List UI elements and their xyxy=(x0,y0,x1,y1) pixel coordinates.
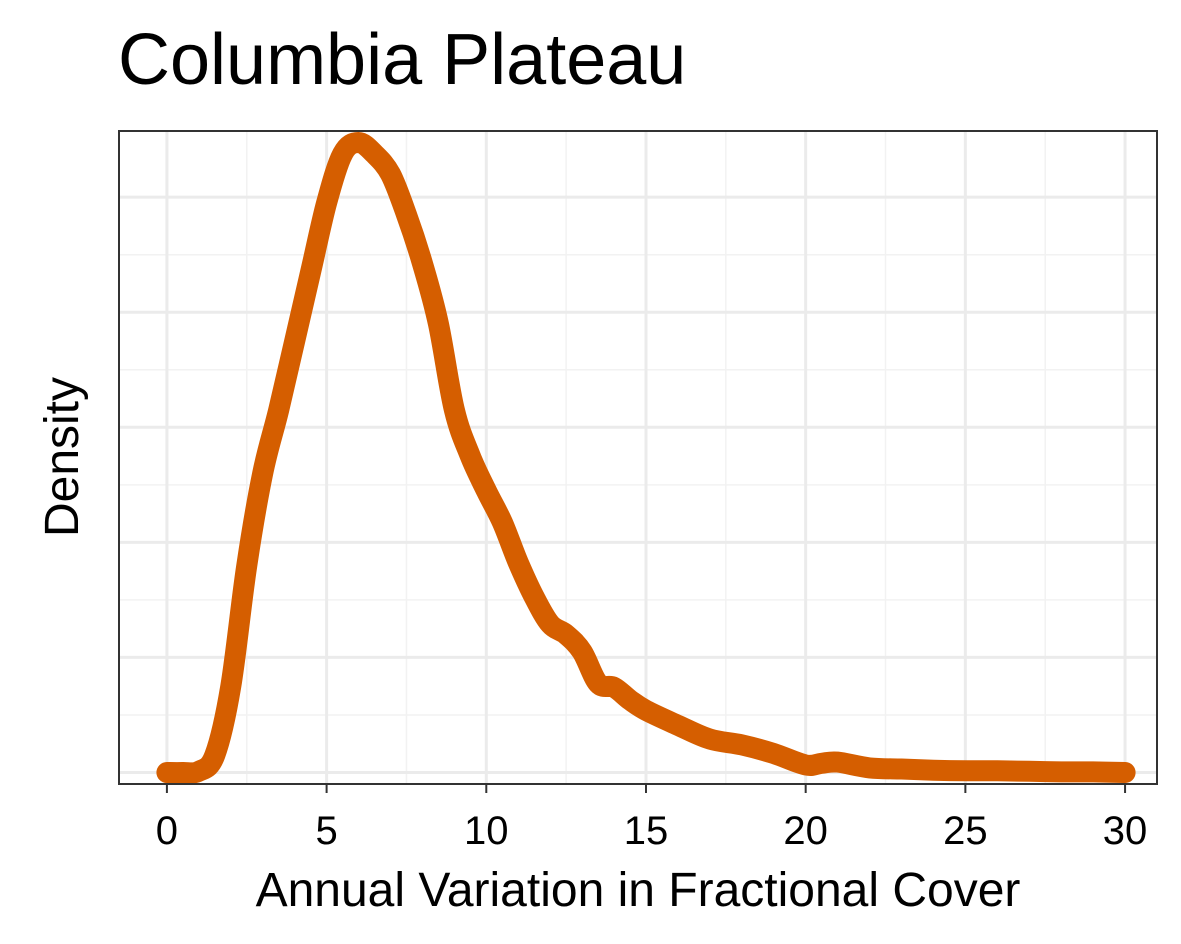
x-tick-label: 0 xyxy=(156,809,178,853)
x-tick-label: 5 xyxy=(315,809,337,853)
chart-title: Columbia Plateau xyxy=(118,20,686,100)
x-axis-ticks xyxy=(165,784,1127,793)
density-line-series-0 xyxy=(156,132,1136,784)
major-gridlines xyxy=(119,131,1157,784)
x-axis-title: Annual Variation in Fractional Cover xyxy=(256,864,1021,917)
x-tick-label: 30 xyxy=(1103,809,1148,853)
plot-panel xyxy=(118,130,1158,785)
y-axis-title: Density xyxy=(36,377,89,537)
minor-gridlines xyxy=(119,131,1157,784)
x-tick-label: 15 xyxy=(624,809,669,853)
x-tick-label: 25 xyxy=(943,809,988,853)
series-layer xyxy=(156,132,1136,784)
x-tick-label: 20 xyxy=(783,809,828,853)
x-tick-label: 10 xyxy=(464,809,509,853)
x-axis-tick-labels: 0 5 10 15 20 25 30 xyxy=(156,809,1148,853)
